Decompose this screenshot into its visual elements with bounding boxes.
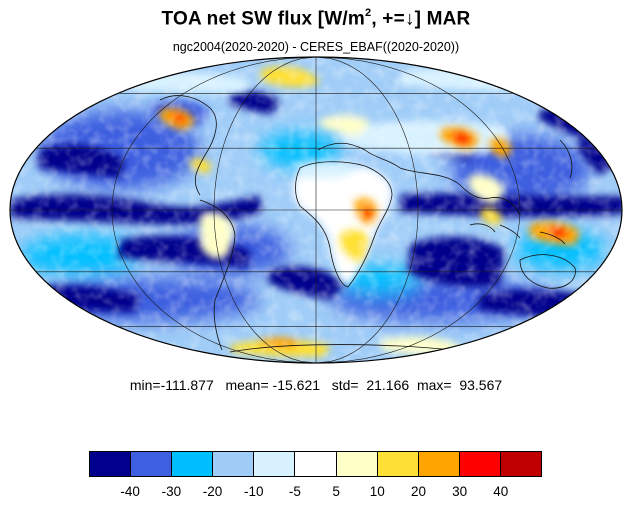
colorbar-cell [459,452,501,476]
title-superscript: 2 [365,7,372,19]
stat-std-label: std= [331,377,359,393]
stat-min-value: -111.877 [160,377,214,393]
colorbar-tick-label: 30 [452,484,468,499]
map-field [10,57,622,363]
colorbar-tick-label: 10 [369,484,385,499]
stat-std-value: 21.166 [366,377,410,393]
colorbar-cell [500,452,542,476]
colorbar-cell [131,452,173,476]
statistics-line: min=-111.877 mean= -15.621 std= 21.166 m… [0,377,632,393]
colorbar-tick-label: -20 [202,484,223,499]
title-main-prefix: TOA net SW flux [W/m [161,8,366,30]
colorbar-labels: -40 -30 -20 -10 -5 5 10 20 30 40 [89,484,542,502]
colorbar-cell [295,452,337,476]
colorbar-cell [336,452,378,476]
colorbar-tick-label: 20 [410,484,426,499]
colorbar-tick-label: -5 [288,484,301,499]
colorbar [89,451,542,477]
stat-max-label: max= [416,377,452,393]
title-main-suffix: , +=↓] MAR [371,8,471,30]
colorbar-cell [213,452,255,476]
stat-mean-label: mean= [225,377,269,393]
colorbar-tick-label: 5 [332,484,340,499]
stat-max-value: 93.567 [459,377,503,393]
map-panel [9,56,623,364]
colorbar-cell [418,452,460,476]
colorbar-cell [172,452,214,476]
colorbar-tick-label: -10 [243,484,264,499]
coastlines [159,95,576,357]
globe-outline [9,56,623,364]
colorbar-tick-label: -40 [120,484,140,499]
colorbar-cell [377,452,419,476]
stat-mean-value: -15.621 [272,377,321,393]
colorbar-tick-label: -30 [161,484,182,499]
stat-min-label: min= [129,377,161,393]
colorbar-tick-label: 40 [493,484,509,499]
colorbar-cell [90,452,132,476]
graticule [10,57,622,363]
mollweide-map [9,56,623,364]
plot-subtitle: ngc2004(2020-2020) - CERES_EBAF((2020-20… [172,40,460,54]
colorbar-cell [254,452,296,476]
plot-title: TOA net SW flux [W/m2, +=↓] MAR [0,7,632,30]
